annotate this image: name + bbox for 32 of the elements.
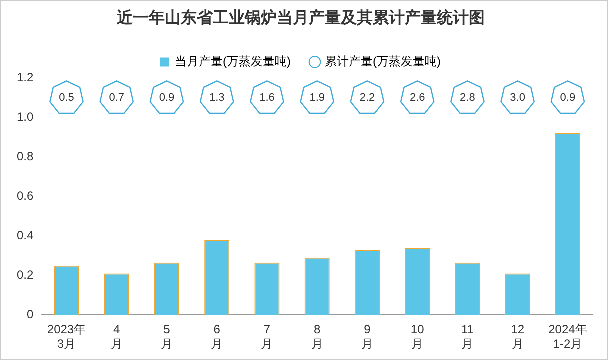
x-tick-label: 11月 <box>461 322 474 352</box>
x-tick-label: 7月 <box>261 322 274 352</box>
y-tick-label: 0 <box>26 308 34 322</box>
annotation: 0.5 <box>59 92 74 104</box>
legend-label: 当月产量(万蒸发量吨) <box>175 54 292 69</box>
x-tick-label: 5月 <box>160 322 173 352</box>
x-tick-label: 2024年1-2月 <box>548 322 588 352</box>
y-tick-label: 0.2 <box>16 268 34 282</box>
y-tick-label: 1.0 <box>16 110 34 124</box>
annotation: 2.2 <box>360 92 376 104</box>
annotation: 0.9 <box>159 92 175 104</box>
annotation: 1.9 <box>310 92 325 104</box>
annotation: 1.3 <box>209 92 225 104</box>
chart-title: 近一年山东省工业锅炉当月产量及其累计产量统计图 <box>116 9 485 28</box>
legend-label: 累计产量(万蒸发量吨) <box>325 54 441 69</box>
x-tick-label: 12月 <box>511 322 525 352</box>
x-tick-label: 10月 <box>410 322 425 352</box>
x-tick-label: 4月 <box>110 322 123 352</box>
y-tick-label: 0.6 <box>16 189 34 204</box>
x-tick-label: 9月 <box>361 322 374 352</box>
annotation: 3.0 <box>510 92 526 104</box>
x-tick-label: 8月 <box>311 322 324 352</box>
annotation: 0.9 <box>560 92 576 104</box>
annotation: 2.8 <box>460 92 476 104</box>
annotation: 2.6 <box>410 92 426 104</box>
y-tick-label: 0.8 <box>16 150 34 164</box>
x-tick-label: 6月 <box>211 322 224 352</box>
annotation: 0.7 <box>109 92 125 104</box>
y-tick-label: 0.4 <box>16 228 34 243</box>
annotation: 1.6 <box>260 92 275 104</box>
x-tick-label: 2023年3月 <box>47 322 86 352</box>
y-tick-label: 1.2 <box>16 70 34 85</box>
